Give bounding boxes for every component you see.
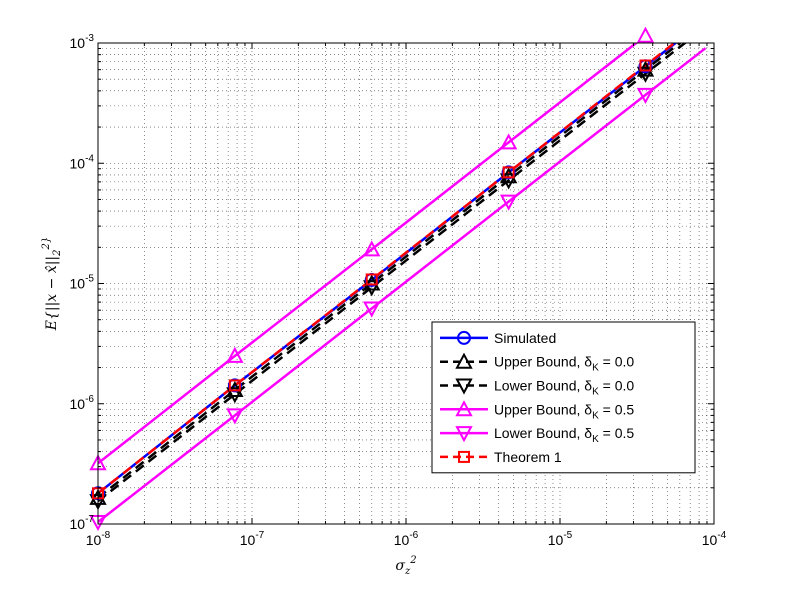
y-tick-label: 10-3 [70,33,95,51]
axis-labels: σz2 E{||x − x̂||22} [41,237,417,577]
y-tick-label: 10-5 [70,274,95,292]
legend-marker [455,426,473,443]
data-point-marker [499,173,518,190]
data-point-marker [499,194,518,211]
series-line [98,43,677,495]
legend-label: Upper Bound, δK = 0.5 [494,401,634,421]
legend-box [431,321,696,474]
y-tick-label: 10-7 [70,514,95,532]
data-point-marker [499,133,518,150]
data-point-marker [228,379,241,392]
data-point-marker [226,408,244,425]
legend-label: Lower Bound, δK = 0.5 [494,425,634,445]
legend-label: Simulated [494,330,556,346]
data-point-marker [636,66,655,83]
x-axis-label: σz2 [395,555,416,577]
data-point-marker [226,346,244,363]
data-point-marker [636,26,655,43]
data-point-marker [502,166,515,179]
x-tick-label: 10-4 [702,530,727,548]
x-tick-label: 10-6 [394,530,419,548]
legend-label: Theorem 1 [494,449,562,465]
x-tick-label: 10-5 [548,530,573,548]
series-line [98,43,687,503]
data-point-marker [636,60,655,77]
data-point-marker [363,280,381,297]
series-layer [98,43,707,523]
y-axis-label: E{||x − x̂||22} [41,237,63,332]
data-point-marker [639,59,652,72]
x-tick-label: 10-8 [86,530,111,548]
series-line [98,43,682,499]
legend-label: Upper Bound, δK = 0.0 [494,354,634,374]
legend-marker [455,352,473,369]
data-point-marker [365,273,378,286]
data-point-marker [363,240,381,257]
data-point-marker [363,301,381,318]
axis-ticks: 10-8 10-7 10-6 10-5 10-410-710-610-510-410-3 [70,33,727,548]
legend-marker [458,450,470,463]
x-tick-label: 10-7 [240,530,265,548]
data-point-marker [499,167,518,184]
legend-marker [457,330,471,345]
legend-marker [455,378,473,395]
legend-label: Lower Bound, δK = 0.0 [494,378,634,398]
legend-marker [455,400,473,417]
series-line [98,43,639,465]
legend: Simulated Upper Bound, δK = 0.0 Lower Boun… [431,321,696,474]
data-point-marker [636,87,655,105]
data-point-marker [226,387,244,404]
y-tick-label: 10-4 [70,153,95,171]
series-line [98,47,707,523]
data-point-marker [363,274,381,291]
marker-layer [89,26,655,532]
y-tick-label: 10-6 [70,394,95,412]
